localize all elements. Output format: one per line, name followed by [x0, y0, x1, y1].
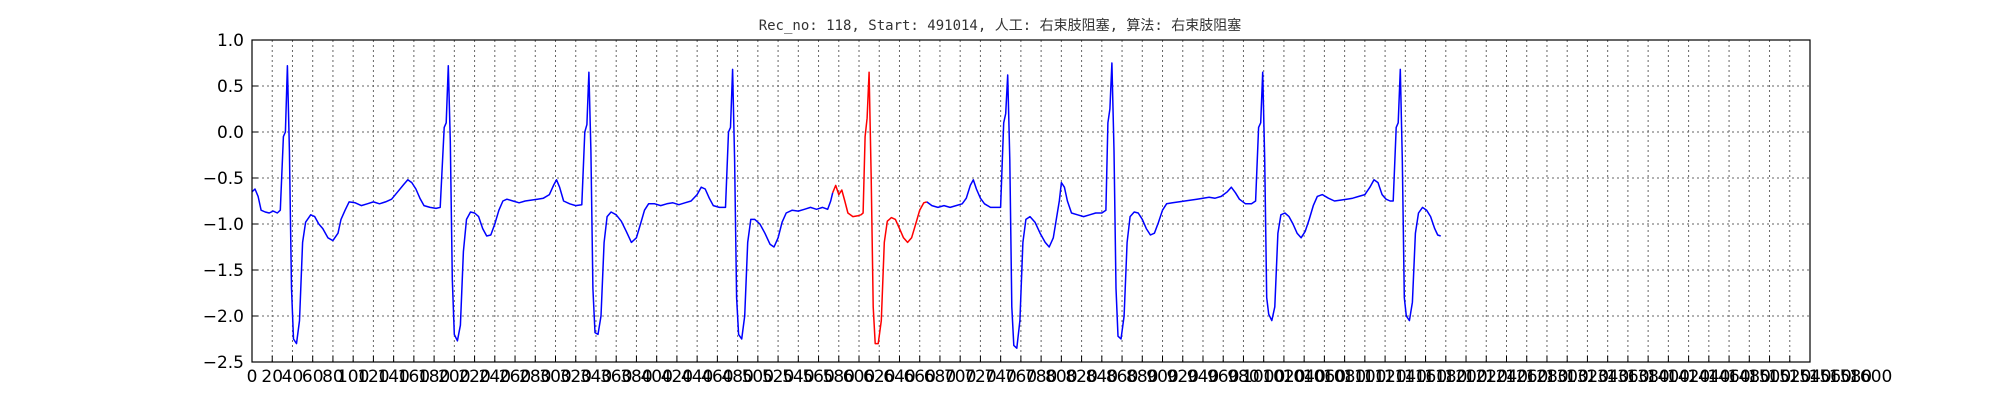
x-tick-label: 1300 [1546, 367, 1589, 387]
x-tick-label: 820 [1065, 367, 1097, 387]
gridlines [251, 39, 1811, 363]
x-tick-label: 1080 [1323, 367, 1366, 387]
x-tick-label: 800 [1045, 367, 1077, 387]
x-tick-label: 380 [620, 367, 652, 387]
x-tick-label: 660 [903, 367, 935, 387]
x-tick-label: 20 [261, 367, 283, 387]
x-tick-label: 780 [1025, 367, 1057, 387]
x-tick-label: 1180 [1424, 367, 1467, 387]
ecg-series-line-1 [251, 65, 834, 345]
x-tick-label: 340 [580, 367, 612, 387]
x-tick-label: 520 [762, 367, 794, 387]
x-tick-label: 860 [1106, 367, 1138, 387]
x-tick-label: 1460 [1707, 367, 1750, 387]
x-tick-label: 900 [1146, 367, 1178, 387]
x-tick-label: 740 [984, 367, 1016, 387]
ecg-series-line-2 [832, 71, 928, 345]
x-tick-label: 1140 [1384, 367, 1427, 387]
x-tick-label: 700 [944, 367, 976, 387]
x-tick-label: 320 [560, 367, 592, 387]
x-tick-label: 840 [1086, 367, 1118, 387]
x-tick-label: 100 [337, 367, 369, 387]
x-tick-label: 260 [499, 367, 531, 387]
x-tick-label: 120 [357, 367, 389, 387]
y-tick-label: −0.5 [203, 169, 244, 189]
x-tick-label: 600 [843, 367, 875, 387]
y-axis-ticks: 1.0 0.5 0.0 −0.5 −1.0 −1.5 −2.0 −2.5 [203, 31, 258, 373]
y-tick-label: −1.5 [203, 261, 244, 281]
x-tick-label: 1100 [1343, 367, 1386, 387]
x-tick-label: 1540 [1788, 367, 1831, 387]
x-tick-label: 180 [418, 367, 450, 387]
y-tick-label: −1.0 [203, 215, 244, 235]
x-tick-label: 960 [1207, 367, 1239, 387]
x-tick-label: 1440 [1687, 367, 1730, 387]
x-tick-label: 1220 [1465, 367, 1508, 387]
x-tick-label: 980 [1227, 367, 1259, 387]
x-tick-label: 420 [661, 367, 693, 387]
x-tick-label: 680 [924, 367, 956, 387]
x-tick-label: 160 [398, 367, 430, 387]
x-tick-label: 1560 [1809, 367, 1852, 387]
x-tick-label: 720 [964, 367, 996, 387]
x-tick-label: 1000 [1242, 367, 1285, 387]
x-tick-label: 880 [1126, 367, 1158, 387]
x-tick-label: 300 [539, 367, 571, 387]
x-tick-label: 480 [721, 367, 753, 387]
x-tick-label: 140 [377, 367, 409, 387]
x-tick-label: 460 [701, 367, 733, 387]
x-tick-label: 1120 [1363, 367, 1406, 387]
x-tick-label: 1240 [1485, 367, 1528, 387]
x-tick-label: 360 [600, 367, 632, 387]
y-tick-label: −2.5 [203, 353, 244, 373]
x-axis-ticks: 0 204060801001201401601802002202402602803… [247, 356, 1892, 387]
x-tick-label: 200 [438, 367, 470, 387]
x-tick-label: 1520 [1768, 367, 1811, 387]
x-tick-label: 40 [282, 367, 304, 387]
x-tick-label: 920 [1167, 367, 1199, 387]
x-tick-label: 1200 [1444, 367, 1487, 387]
x-tick-label: 1400 [1647, 367, 1690, 387]
plot-frame [251, 39, 1811, 363]
x-tick-label: 440 [681, 367, 713, 387]
x-tick-label: 1260 [1505, 367, 1548, 387]
x-tick-label: 1160 [1404, 367, 1447, 387]
x-tick-label: 1420 [1667, 367, 1710, 387]
x-tick-label: 400 [640, 367, 672, 387]
x-tick-label: 940 [1187, 367, 1219, 387]
ecg-series [251, 62, 1441, 349]
y-tick-label: −2.0 [203, 307, 244, 327]
y-tick-label: 1.0 [217, 31, 244, 51]
x-tick-label: 0 [247, 367, 258, 387]
y-tick-label: 0.0 [217, 123, 244, 143]
x-tick-label: 1600 [1849, 367, 1892, 387]
x-tick-label: 280 [519, 367, 551, 387]
x-tick-label: 560 [802, 367, 834, 387]
x-tick-label: 1020 [1262, 367, 1305, 387]
x-tick-label: 580 [823, 367, 855, 387]
x-tick-label: 760 [1005, 367, 1037, 387]
x-tick-label: 1320 [1566, 367, 1609, 387]
x-tick-label: 1500 [1748, 367, 1791, 387]
x-tick-label: 1380 [1626, 367, 1669, 387]
x-tick-label: 80 [322, 367, 344, 387]
y-tick-label: 0.5 [217, 77, 244, 97]
x-tick-label: 1580 [1829, 367, 1872, 387]
x-tick-label: 1360 [1606, 367, 1649, 387]
x-tick-label: 1480 [1728, 367, 1771, 387]
x-tick-label: 240 [479, 367, 511, 387]
x-tick-label: 540 [782, 367, 814, 387]
x-tick-label: 220 [458, 367, 490, 387]
x-tick-label: 1040 [1283, 367, 1326, 387]
x-tick-label: 640 [883, 367, 915, 387]
x-tick-label: 60 [302, 367, 324, 387]
x-tick-label: 500 [742, 367, 774, 387]
x-tick-label: 1340 [1586, 367, 1629, 387]
chart-title: Rec_no: 118, Start: 491014, 人工: 右束肢阻塞, 算… [759, 17, 1242, 34]
x-tick-label: 1060 [1303, 367, 1346, 387]
x-tick-label: 1280 [1525, 367, 1568, 387]
x-tick-label: 620 [863, 367, 895, 387]
ecg-series-line-3 [926, 62, 1441, 349]
